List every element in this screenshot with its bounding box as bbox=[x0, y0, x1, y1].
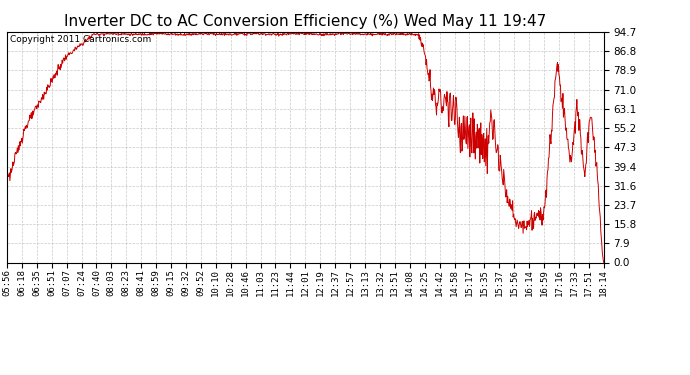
Title: Inverter DC to AC Conversion Efficiency (%) Wed May 11 19:47: Inverter DC to AC Conversion Efficiency … bbox=[64, 14, 546, 29]
Text: Copyright 2011 Cartronics.com: Copyright 2011 Cartronics.com bbox=[10, 35, 151, 44]
